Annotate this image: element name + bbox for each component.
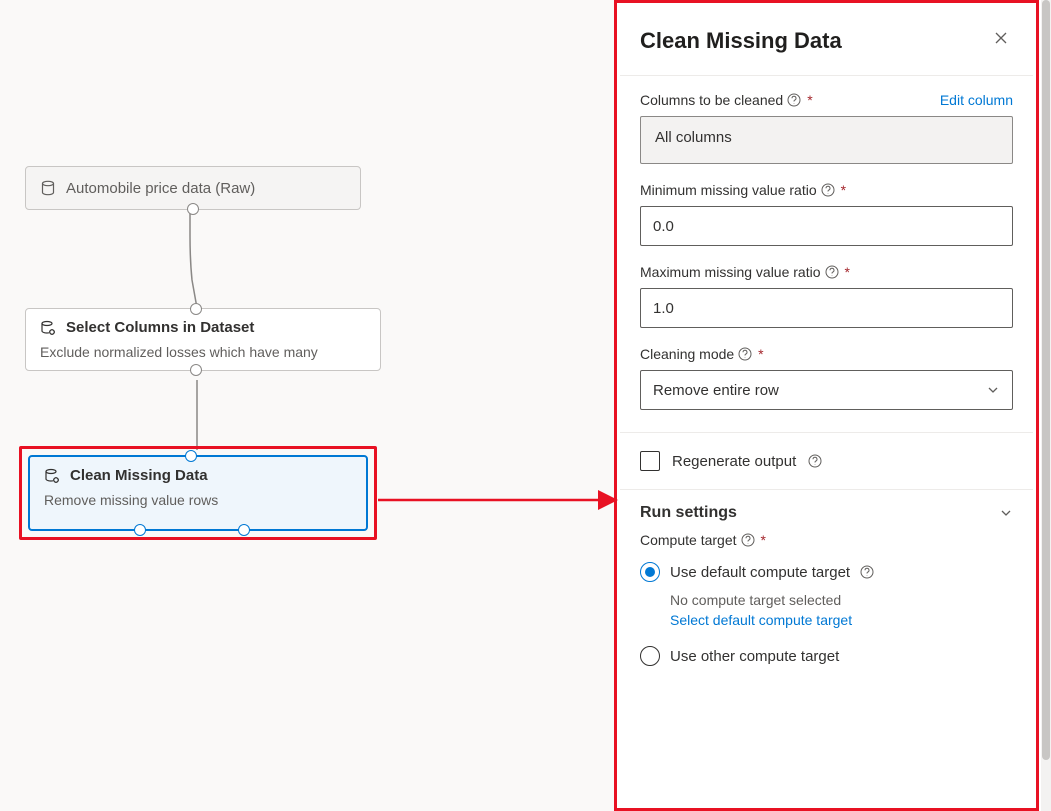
- cleaning-mode-label: Cleaning mode *: [640, 346, 1013, 362]
- node-clean-highlight: Clean Missing Data Remove missing value …: [19, 446, 377, 540]
- scrollbar-track[interactable]: [1041, 0, 1051, 811]
- database-gear-icon: [44, 468, 60, 484]
- required-marker: *: [761, 532, 766, 548]
- callout-arrow: [378, 490, 626, 510]
- node-subtitle: Remove missing value rows: [44, 492, 352, 508]
- help-icon[interactable]: [808, 454, 822, 468]
- radio-use-other[interactable]: [640, 646, 660, 666]
- node-select-columns[interactable]: Select Columns in Dataset Exclude normal…: [25, 308, 381, 371]
- output-port-1[interactable]: [134, 524, 146, 536]
- properties-panel: Clean Missing Data Columns to be cleaned: [620, 6, 1033, 805]
- required-marker: *: [807, 92, 812, 108]
- no-compute-selected-text: No compute target selected: [620, 592, 1033, 612]
- max-ratio-input[interactable]: [640, 288, 1013, 328]
- help-icon[interactable]: [738, 347, 752, 361]
- required-marker: *: [845, 264, 850, 280]
- help-icon[interactable]: [787, 93, 801, 107]
- regenerate-checkbox[interactable]: [640, 451, 660, 471]
- node-title: Select Columns in Dataset: [66, 319, 254, 336]
- node-subtitle: Exclude normalized losses which have man…: [40, 344, 366, 360]
- node-title: Automobile price data (Raw): [66, 180, 255, 197]
- required-marker: *: [841, 182, 846, 198]
- database-gear-icon: [40, 320, 56, 336]
- chevron-down-icon: [986, 383, 1000, 397]
- properties-panel-highlight: Clean Missing Data Columns to be cleaned: [614, 0, 1039, 811]
- node-raw-data[interactable]: Automobile price data (Raw): [25, 166, 361, 210]
- input-port[interactable]: [190, 303, 202, 315]
- min-ratio-label: Minimum missing value ratio *: [640, 182, 1013, 198]
- node-title: Clean Missing Data: [70, 467, 208, 484]
- panel-title: Clean Missing Data: [640, 28, 842, 54]
- output-port[interactable]: [187, 203, 199, 215]
- help-icon[interactable]: [821, 183, 835, 197]
- columns-value-box[interactable]: All columns: [640, 116, 1013, 164]
- input-port[interactable]: [185, 450, 197, 462]
- help-icon[interactable]: [860, 565, 874, 579]
- compute-target-label: Compute target *: [620, 532, 1033, 558]
- cleaning-mode-value: Remove entire row: [653, 382, 779, 399]
- node-clean-missing-data[interactable]: Clean Missing Data Remove missing value …: [28, 455, 368, 531]
- edit-column-link[interactable]: Edit column: [940, 92, 1013, 108]
- cleaning-mode-select[interactable]: Remove entire row: [640, 370, 1013, 410]
- scrollbar-thumb[interactable]: [1042, 0, 1050, 760]
- radio-use-other-label: Use other compute target: [670, 648, 839, 665]
- close-icon[interactable]: [989, 26, 1013, 55]
- output-port-2[interactable]: [238, 524, 250, 536]
- help-icon[interactable]: [825, 265, 839, 279]
- min-ratio-input[interactable]: [640, 206, 1013, 246]
- database-icon: [40, 180, 56, 196]
- run-settings-title: Run settings: [640, 504, 737, 522]
- columns-label: Columns to be cleaned *: [640, 92, 813, 108]
- radio-use-default[interactable]: [640, 562, 660, 582]
- select-default-compute-link[interactable]: Select default compute target: [670, 612, 852, 628]
- required-marker: *: [758, 346, 763, 362]
- pipeline-canvas[interactable]: Automobile price data (Raw) Select Colum…: [0, 0, 614, 811]
- help-icon[interactable]: [741, 533, 755, 547]
- chevron-down-icon[interactable]: [999, 506, 1013, 520]
- pipeline-edges: [0, 0, 614, 811]
- max-ratio-label: Maximum missing value ratio *: [640, 264, 1013, 280]
- output-port[interactable]: [190, 364, 202, 376]
- regenerate-label: Regenerate output: [672, 453, 796, 470]
- radio-use-default-label: Use default compute target: [670, 564, 850, 581]
